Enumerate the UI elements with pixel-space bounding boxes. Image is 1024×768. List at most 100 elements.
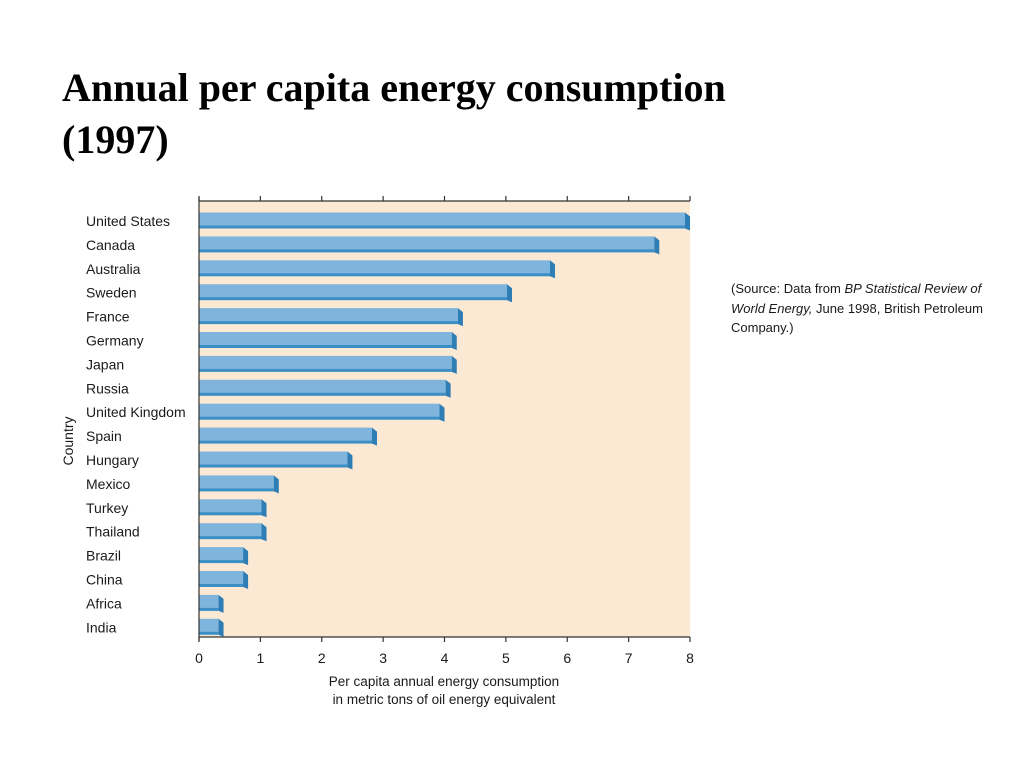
x-tick-label-7: 7 [625,650,633,666]
bars-layer [199,212,690,637]
bar-brazil [199,547,249,566]
bar-face [199,427,372,443]
x-tick-label-3: 3 [379,650,387,666]
category-label-sweden: Sweden [86,285,137,301]
bar-canada [199,236,660,255]
bar-france [199,308,463,327]
title-line-1: Annual per capita energy consumption [62,65,726,110]
x-tick-label-2: 2 [318,650,326,666]
bar-face [199,451,348,467]
bar-bottom-shade [199,297,508,301]
bar-face [199,332,452,347]
bar-end-cap [218,618,224,637]
bar-turkey [199,499,267,518]
bar-face [199,355,452,371]
bar-end-cap [439,403,445,422]
x-tick-label-1: 1 [256,650,264,666]
bar-bottom-shade [199,345,452,348]
bar-bottom-shade [199,440,372,444]
bar-mexico [199,475,279,494]
bar-bottom-shade [199,464,348,468]
bar-end-cap [549,260,555,279]
bar-face [199,547,244,563]
bar-face [199,212,685,228]
bar-face [199,308,458,324]
bar-bottom-shade [199,249,655,253]
slide-title: Annual per capita energy consumption (19… [62,62,882,166]
category-label-spain: Spain [86,428,122,444]
bar-bottom-shade [199,273,550,277]
bar-end-cap [273,475,279,494]
source-note: (Source: Data from BP Statistical Review… [731,279,1001,338]
bar-end-cap [347,451,353,470]
bar-bottom-shade [199,631,219,635]
bar-bottom-shade [199,368,452,372]
bar-face [199,236,655,252]
source-note-prefix: (Source: Data from [731,281,845,296]
x-tick-label-5: 5 [502,650,510,666]
bar-russia [199,379,451,398]
x-tick-label-0: 0 [195,650,203,666]
bar-spain [199,427,377,446]
bar-end-cap [457,308,463,327]
bar-sweden [199,284,513,303]
category-label-turkey: Turkey [86,500,128,516]
bar-bottom-shade [199,488,274,492]
bar-end-cap [451,332,457,350]
axes-layer: 0 1 2 3 4 5 6 7 8 [195,196,694,666]
bar-germany [199,332,457,350]
bar-africa [199,594,224,613]
bar-japan [199,355,457,374]
category-label-brazil: Brazil [86,548,121,564]
bar-end-cap [243,547,249,566]
category-label-united-kingdom: United Kingdom [86,404,186,420]
bar-bottom-shade [199,536,262,540]
bar-end-cap [685,212,690,231]
bar-face [199,594,219,610]
x-axis-title-line-2: in metric tons of oil energy equivalent [333,692,556,707]
bar-bottom-shade [199,225,685,229]
category-label-mexico: Mexico [86,476,131,492]
bar-united-states [199,212,690,231]
bar-end-cap [445,379,451,398]
bar-thailand [199,523,267,542]
category-label-france: France [86,309,130,325]
bar-end-cap [218,594,224,613]
category-label-germany: Germany [86,333,144,349]
x-axis-title-line-1: Per capita annual energy consumption [329,674,559,689]
category-label-japan: Japan [86,356,124,372]
bar-bottom-shade [199,512,262,516]
bar-bottom-shade [199,416,440,420]
bar-bottom-shade [199,321,458,325]
bar-end-cap [654,236,660,255]
bar-end-cap [371,427,377,446]
bar-end-cap [261,523,267,542]
bar-india [199,618,224,637]
bar-face [199,379,446,395]
bar-face [199,403,440,419]
source-note-publication: BP Statistical Review of World Energy, [731,281,982,316]
bar-end-cap [451,355,457,374]
category-label-united-states: United States [86,213,170,229]
labels-layer: United States Canada Australia Sweden France… [86,213,186,635]
bar-hungary [199,451,353,470]
x-tick-label-8: 8 [686,650,694,666]
category-label-hungary: Hungary [86,452,139,468]
x-tick-label-6: 6 [563,650,571,666]
title-line-2: (1997) [62,117,169,162]
bar-face [199,260,550,276]
bar-china [199,571,249,589]
category-label-russia: Russia [86,380,129,396]
category-label-canada: Canada [86,237,135,253]
category-label-china: China [86,572,123,588]
bar-bottom-shade [199,560,244,564]
bar-face [199,523,262,539]
bar-face [199,618,219,634]
bar-bottom-shade [199,607,219,611]
source-note-suffix: June 1998, British Petroleum Company.) [731,300,983,336]
bar-face [199,571,244,586]
category-label-australia: Australia [86,261,141,277]
category-label-thailand: Thailand [86,524,140,540]
bar-australia [199,260,555,279]
